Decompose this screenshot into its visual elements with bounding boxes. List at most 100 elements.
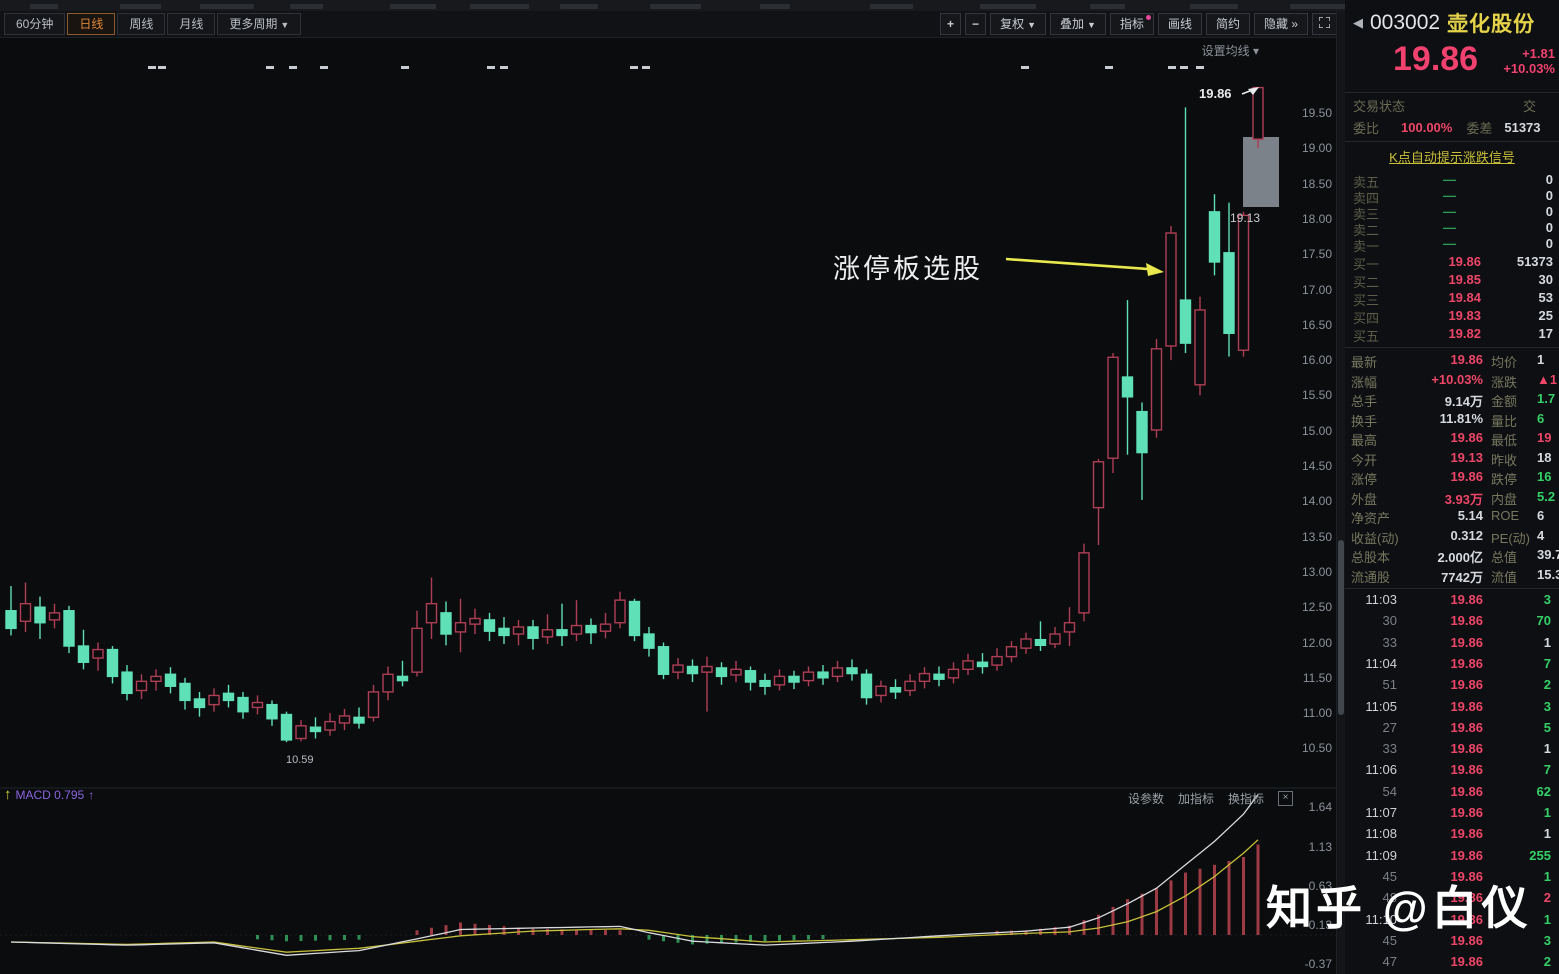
candle-down (164, 673, 177, 687)
toolbar-button-叠加[interactable]: 叠加 ▼ (1050, 13, 1106, 35)
tick-time: 11:03 (1365, 592, 1397, 607)
buy-queue-row: 买二 19.85 30 (1345, 272, 1559, 290)
stats-row: 最高 19.86 最低 19 (1345, 430, 1559, 449)
candle-up (1005, 646, 1018, 658)
period-tab-日线[interactable]: 日线 (67, 13, 116, 35)
candle-down (222, 692, 235, 702)
tick-volume: 3 (1543, 932, 1551, 948)
candle-up (599, 623, 612, 632)
buy-price: 19.83 (1448, 308, 1481, 323)
candle-up (208, 694, 220, 706)
tick-price: 19.86 (1450, 783, 1483, 799)
sell-volume: 0 (1545, 172, 1553, 187)
macd-histogram-bar (444, 925, 448, 935)
tick-row: 27 19.86 5 (1345, 720, 1559, 741)
stock-header: ◀ 003002 壶化股份 (1345, 8, 1559, 38)
sell-queue-row: 卖四 — 0 (1345, 188, 1559, 206)
tick-row: 54 19.86 62 (1345, 784, 1559, 805)
stat-value-clipped: 1 (1537, 352, 1545, 367)
macd-histogram-bar (1256, 844, 1260, 935)
indicator-button-设参数[interactable]: 设参数 (1128, 792, 1165, 806)
sell-level-label: 卖三 (1353, 207, 1380, 222)
stat-label: ROE (1491, 508, 1520, 523)
indicator-button-加指标[interactable]: 加指标 (1178, 792, 1215, 806)
signal-marker (148, 66, 156, 69)
macd-histogram-bar (1097, 914, 1100, 935)
stat-label: 流通股 (1351, 569, 1391, 585)
macd-histogram-bar (1024, 930, 1028, 935)
toolbar-button-隐藏 »[interactable]: 隐藏 » (1253, 13, 1308, 35)
ma-setting-button[interactable]: 设置均线 ▾ (1201, 44, 1259, 58)
macd-histogram-bar (604, 930, 607, 935)
sell-volume: 0 (1545, 236, 1553, 251)
stat-value: 5.14 (1457, 508, 1483, 523)
stat-label: PE(动) (1491, 530, 1531, 546)
toolbar-button-+[interactable]: + (940, 13, 962, 35)
candle-down (179, 682, 191, 702)
fullscreen-button[interactable] (1312, 13, 1337, 35)
period-tab-周线[interactable]: 周线 (117, 13, 166, 35)
chevron-down-icon: ▼ (280, 20, 290, 30)
buy-price: 19.85 (1448, 272, 1481, 287)
scrollbar-thumb[interactable] (1338, 540, 1344, 715)
buy-queue-row: 买一 19.86 51373 (1345, 254, 1559, 272)
period-tab-更多周期[interactable]: 更多周期 ▼ (217, 13, 302, 35)
toolbar-button-简约[interactable]: 简约 (1205, 13, 1250, 35)
tick-row: 11:07 19.86 1 (1345, 805, 1559, 826)
macd-histogram-bar (270, 935, 274, 941)
toolbar-button-复权[interactable]: 复权 ▼ (990, 13, 1046, 35)
candle-up (135, 680, 148, 692)
dif-line (10, 794, 1259, 956)
period-tab-60分钟[interactable]: 60分钟 (4, 13, 66, 35)
toolbar-right-buttons: + − 复权 ▼ 叠加 ▼ 指标 画线 简约 隐藏 » (940, 13, 1337, 35)
candle-down (744, 670, 757, 683)
price-axis-label: 14.50 (1301, 459, 1332, 473)
stat-label: 涨停 (1351, 472, 1378, 487)
tick-time: 51 (1382, 677, 1397, 693)
candle-down (309, 726, 322, 733)
stat-label: 金额 (1491, 394, 1518, 409)
watermark: 知乎 @白仪 (1266, 882, 1532, 934)
tick-row: 47 19.86 2 (1345, 954, 1559, 974)
tick-volume: 1 (1543, 805, 1551, 820)
candle-down (860, 673, 873, 699)
stat-value-clipped: 19 (1537, 430, 1552, 445)
macd-histogram-bar (1140, 893, 1144, 935)
top-menu-fragment (30, 4, 58, 9)
indicator-axis-label: 0.63 (1308, 878, 1332, 893)
candle-down (440, 612, 452, 635)
buy-volume: 53 (1538, 290, 1553, 305)
stat-value: +10.03% (1431, 371, 1483, 387)
buy-level-label: 买三 (1353, 293, 1380, 308)
candle-down (715, 667, 728, 678)
signal-promo-link[interactable]: K点自动提示涨跌信号 (1389, 149, 1515, 165)
candle-up (1063, 622, 1076, 633)
signal-marker (1021, 66, 1029, 69)
candle-up (338, 715, 351, 724)
macd-histogram-bar (1227, 860, 1231, 935)
tick-price: 19.86 (1450, 762, 1483, 778)
indicator-button-换指标[interactable]: 换指标 (1228, 792, 1265, 806)
indicator-close-button[interactable]: × (1278, 791, 1294, 806)
candle-down (77, 645, 90, 663)
toolbar-button-−[interactable]: − (965, 13, 987, 35)
toolbar-button-画线[interactable]: 画线 (1157, 13, 1202, 35)
tick-volume: 2 (1543, 677, 1551, 693)
macd-histogram-bar (343, 935, 346, 940)
back-icon[interactable]: ◀ (1353, 15, 1363, 30)
candle-down (788, 675, 800, 683)
tick-price: 19.86 (1450, 954, 1483, 970)
panel-splitter[interactable] (1336, 11, 1346, 974)
macd-histogram-bar (459, 922, 462, 935)
weicha-label: 委差 (1466, 120, 1493, 136)
stat-label: 总股本 (1351, 550, 1391, 565)
stat-label: 最高 (1351, 433, 1378, 448)
period-tab-月线[interactable]: 月线 (167, 13, 216, 35)
candle-down (1136, 410, 1148, 454)
macd-histogram-bar (1126, 899, 1129, 935)
stats-row: 最新 19.86 均价 1 (1345, 352, 1559, 371)
candle-up (92, 648, 104, 659)
tick-volume: 7 (1543, 762, 1551, 778)
toolbar-button-指标[interactable]: 指标 (1109, 13, 1154, 35)
